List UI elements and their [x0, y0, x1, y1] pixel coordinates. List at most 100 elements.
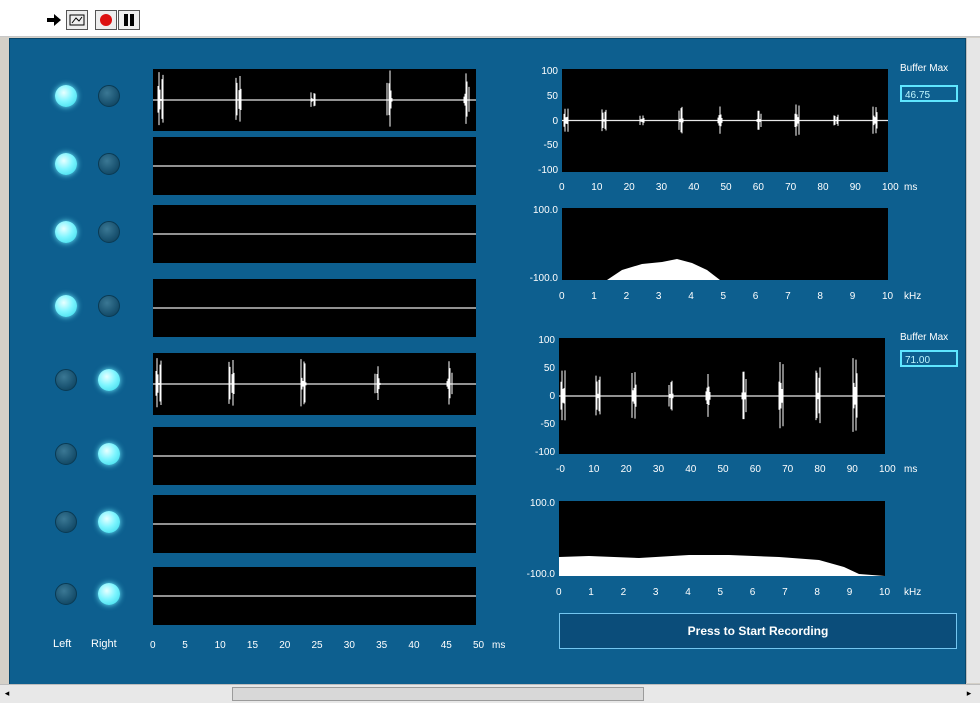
channel-x-unit: ms: [492, 640, 506, 651]
x-tick-label: 70: [782, 464, 794, 475]
horizontal-scrollbar[interactable]: ◂ ▸: [0, 684, 980, 703]
spectrum-fill: [562, 259, 888, 280]
vertical-scrollbar[interactable]: [966, 38, 980, 683]
y-tick-label: 100: [541, 66, 558, 77]
spectrum-y-label: -100.0: [526, 569, 555, 580]
right-channel-led-5[interactable]: [98, 369, 120, 391]
channel-x-tick: 35: [376, 640, 388, 651]
upper-buffer-indicator: 46.75: [900, 85, 958, 102]
x-unit-label: ms: [904, 464, 918, 475]
channel-x-tick: 15: [246, 640, 259, 651]
x-tick-label: 100: [882, 182, 899, 193]
left-label: Left: [53, 638, 72, 650]
right-channel-led-4[interactable]: [98, 295, 120, 317]
x-unit-label: kHz: [904, 291, 922, 302]
channel-6-scope: [153, 427, 476, 485]
x-tick-label: 2: [620, 587, 627, 598]
run-arrow-icon[interactable]: [44, 10, 64, 30]
x-unit-label: ms: [904, 182, 918, 193]
channel-8-scope: [153, 567, 476, 625]
x-tick-label: 5: [717, 587, 724, 598]
scroll-left-icon[interactable]: ◂: [4, 688, 10, 698]
spectrum-y-label: 100.0: [529, 498, 555, 509]
y-tick-label: 100: [538, 335, 555, 346]
x-tick-label: 0: [556, 587, 562, 598]
x-tick-label: 100: [879, 464, 896, 475]
x-tick-label: 7: [785, 291, 791, 302]
channel-x-tick: 0: [150, 640, 156, 651]
scroll-right-icon[interactable]: ▸: [966, 688, 972, 698]
x-tick-label: 40: [685, 464, 697, 475]
x-tick-label: 9: [846, 587, 853, 598]
scroll-thumb[interactable]: [232, 687, 644, 701]
y-tick-label: -50: [543, 140, 558, 152]
x-tick-label: 4: [688, 291, 694, 302]
x-tick-label: 80: [814, 464, 826, 475]
left-channel-led-5[interactable]: [55, 369, 77, 391]
channel-4-scope: [153, 279, 476, 337]
channel-x-tick: 50: [473, 640, 485, 651]
right-channel-led-1[interactable]: [98, 85, 120, 107]
x-tick-label: 9: [849, 291, 856, 302]
x-tick-label: 80: [817, 182, 829, 193]
x-tick-label: 5: [720, 291, 727, 302]
lower-buffer-indicator: 71.00: [900, 350, 958, 367]
x-tick-label: 10: [588, 464, 600, 475]
left-channel-led-7[interactable]: [55, 511, 77, 533]
y-tick-label: -50: [540, 419, 555, 430]
record-icon[interactable]: [95, 10, 117, 30]
x-tick-label: 30: [652, 464, 665, 475]
x-tick-label: 60: [749, 464, 761, 475]
y-tick-label: 0: [549, 391, 555, 402]
left-channel-led-4[interactable]: [55, 295, 77, 317]
y-tick-label: 50: [543, 363, 555, 374]
x-tick-label: 2: [623, 291, 630, 302]
toolbar: [0, 0, 980, 37]
left-channel-led-2[interactable]: [55, 153, 77, 175]
upper-waveform-display: [562, 69, 888, 172]
x-tick-label: 3: [655, 291, 662, 302]
right-channel-led-6[interactable]: [98, 443, 120, 465]
upper-buffer-label: Buffer Max: [900, 63, 949, 74]
right-channel-led-2[interactable]: [98, 153, 120, 175]
left-channel-led-1[interactable]: [55, 85, 77, 107]
start-recording-button[interactable]: Press to Start Recording: [559, 613, 957, 649]
channel-2-scope: [153, 137, 476, 195]
channel-x-tick: 40: [408, 640, 420, 651]
right-channel-led-7[interactable]: [98, 511, 120, 533]
y-tick-label: 0: [552, 115, 558, 127]
left-channel-led-3[interactable]: [55, 221, 77, 243]
x-tick-label: 6: [752, 291, 759, 302]
channel-5-scope: [153, 353, 476, 415]
channel-x-tick: 25: [311, 640, 323, 651]
channel-x-tick: 5: [182, 640, 188, 651]
channel-1-scope: [153, 69, 476, 131]
left-channel-led-6[interactable]: [55, 443, 77, 465]
channel-7-scope: [153, 495, 476, 553]
x-tick-label: 20: [623, 182, 635, 193]
lower-spectrum-display: [559, 501, 885, 576]
x-tick-label: 8: [814, 587, 820, 598]
right-channel-led-8[interactable]: [98, 583, 120, 605]
x-unit-label: kHz: [904, 587, 922, 598]
left-channel-led-8[interactable]: [55, 583, 77, 605]
x-tick-label: 4: [685, 587, 691, 598]
x-tick-label: 10: [882, 291, 894, 302]
channel-x-tick: 30: [343, 640, 355, 651]
pause-icon[interactable]: [118, 10, 140, 30]
channel-x-tick: 20: [279, 640, 291, 651]
x-tick-label: 1: [591, 291, 597, 302]
x-tick-label: 60: [752, 182, 764, 193]
right-channel-led-3[interactable]: [98, 221, 120, 243]
x-tick-label: -0: [556, 464, 565, 475]
y-tick-label: -100: [534, 447, 555, 458]
y-tick-label: 50: [546, 90, 558, 102]
x-tick-label: 40: [688, 182, 700, 193]
x-tick-label: 50: [717, 464, 729, 475]
x-tick-label: 7: [782, 587, 788, 598]
image-icon[interactable]: [66, 10, 88, 30]
channel-3-scope: [153, 205, 476, 263]
x-tick-label: 0: [559, 182, 565, 193]
spectrum-fill: [559, 555, 885, 576]
x-tick-label: 20: [620, 464, 632, 475]
